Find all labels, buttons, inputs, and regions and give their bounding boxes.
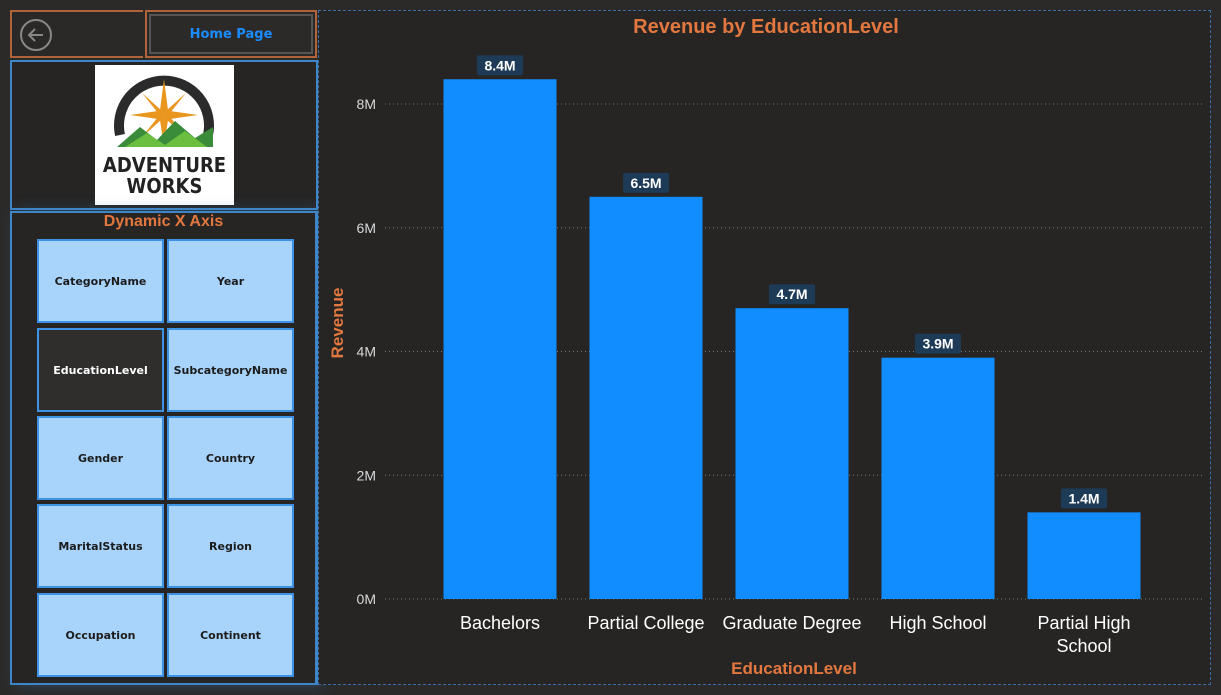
- data-label-bg: [769, 284, 815, 305]
- bar: [881, 357, 995, 599]
- home-page-button[interactable]: Home Page: [149, 14, 313, 54]
- slicer-option-country[interactable]: Country: [167, 416, 294, 500]
- slicer-option-subcategoryname[interactable]: SubcategoryName: [167, 328, 294, 412]
- slicer-title: Dynamic X Axis: [103, 213, 224, 230]
- chart-title: Revenue by EducationLevel: [633, 16, 899, 38]
- slicer-option-gender[interactable]: Gender: [37, 416, 164, 500]
- adventure-works-logo: ADVENTURE WORKS: [95, 65, 234, 205]
- logo-line-2: WORKS: [126, 174, 203, 198]
- y-tick-label: 0M: [357, 591, 376, 607]
- data-label-bg: [1061, 488, 1107, 509]
- bar: [1027, 512, 1141, 599]
- data-label-bg: [623, 172, 669, 193]
- y-axis-title: Revenue: [328, 288, 347, 359]
- data-label: 4.7M: [776, 286, 807, 302]
- slicer-option-continent[interactable]: Continent: [167, 593, 294, 677]
- slicer-option-occupation[interactable]: Occupation: [37, 593, 164, 677]
- slicer-option-maritalstatus[interactable]: MaritalStatus: [37, 504, 164, 588]
- x-category-label: Partial High School: [1037, 613, 1130, 656]
- bar: [735, 308, 849, 599]
- slicer-option-educationlevel[interactable]: EducationLevel: [37, 328, 164, 412]
- x-category-label: Graduate Degree: [722, 613, 861, 633]
- data-label: 3.9M: [922, 336, 953, 352]
- y-tick-label: 4M: [357, 344, 376, 360]
- y-tick-label: 8M: [357, 96, 376, 112]
- x-category-label: Bachelors: [460, 613, 540, 633]
- y-tick-label: 2M: [357, 467, 376, 483]
- data-label: 6.5M: [630, 175, 661, 191]
- bar: [589, 196, 703, 599]
- home-panel: Home Page: [145, 10, 317, 58]
- dynamic-axis-slicer: Dynamic X Axis CategoryName Year Education…: [10, 211, 318, 685]
- slicer-option-year[interactable]: Year: [167, 239, 294, 323]
- slicer-option-categoryname[interactable]: CategoryName: [37, 239, 164, 323]
- x-axis-title: EducationLevel: [731, 659, 857, 678]
- data-label: 8.4M: [484, 57, 515, 73]
- chart-panel: Revenue by EducationLevel 0M 2M 4M 6M 8M Reven…: [318, 10, 1211, 685]
- logo-panel: ADVENTURE WORKS: [10, 60, 318, 210]
- bar: [443, 79, 557, 599]
- x-category-label: High School: [889, 613, 986, 633]
- logo-text: ADVENTURE WORKS: [95, 155, 234, 197]
- slicer-option-region[interactable]: Region: [167, 504, 294, 588]
- y-tick-label: 6M: [357, 220, 376, 236]
- bar-chart: Revenue by EducationLevel 0M 2M 4M 6M 8M Reven…: [328, 16, 1205, 678]
- back-arrow-icon[interactable]: [20, 19, 52, 51]
- x-category-label: Partial College: [587, 613, 704, 633]
- logo-line-1: ADVENTURE: [102, 153, 227, 177]
- data-label: 1.4M: [1068, 490, 1099, 506]
- data-label-bg: [915, 333, 961, 354]
- back-panel: [10, 10, 143, 58]
- data-label-bg: [477, 55, 523, 76]
